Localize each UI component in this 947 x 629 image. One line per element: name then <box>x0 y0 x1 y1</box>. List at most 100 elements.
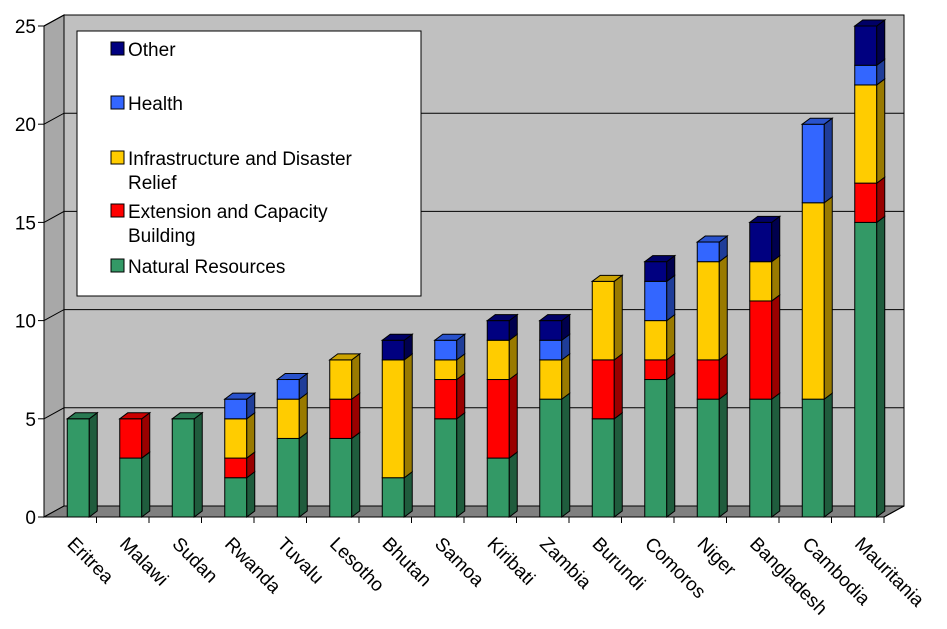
x-tick-label-zambia: Zambia <box>535 534 595 594</box>
bar-top-samoa <box>433 333 467 341</box>
bar-top-cambodia <box>800 117 834 125</box>
legend-swatch <box>110 203 125 218</box>
y-tick-label: 5 <box>25 410 36 431</box>
x-tick-label-kiribati: Kiribati <box>483 534 539 590</box>
bar-segment-zambia-health <box>539 333 571 361</box>
bar-top-tuvalu <box>275 373 309 381</box>
bar-segment-niger-extension-and-capacity-building <box>696 352 728 401</box>
y-tick-label: 25 <box>15 17 36 38</box>
gridline <box>43 210 904 223</box>
bar-segment-burundi-infrastructure-and-disaster-relief <box>591 274 623 361</box>
gridlines <box>43 14 904 420</box>
bar-segment-lesotho-infrastructure-and-disaster-relief <box>329 352 361 401</box>
legend-entry-health: Health <box>110 94 183 115</box>
legend-box <box>76 30 422 297</box>
x-tick-label-lesotho: Lesotho <box>325 534 388 597</box>
bar-segment-zambia-natural-resources <box>539 392 571 518</box>
bar-top-kiribati <box>485 314 519 322</box>
bar-top-comoros <box>643 255 677 263</box>
bar-segment-eritrea-natural-resources <box>66 411 98 518</box>
legend-label: Natural Resources <box>128 257 285 278</box>
bar-segment-rwanda-infrastructure-and-disaster-relief <box>224 411 256 460</box>
bar-segment-rwanda-extension-and-capacity-building <box>224 451 256 479</box>
bar-segment-mauritania-natural-resources <box>854 215 886 518</box>
bar-burundi <box>590 274 624 518</box>
bar-segment-mauritania-infrastructure-and-disaster-relief <box>854 77 886 185</box>
legend-entry-extension-and-capacity-building: Extension and Capacity Building <box>110 202 328 247</box>
legend-label: Health <box>128 94 183 115</box>
bar-segment-kiribati-extension-and-capacity-building <box>486 372 518 460</box>
legend-swatch <box>110 258 125 273</box>
bar-segment-cambodia-natural-resources <box>801 392 833 518</box>
floor-edge-line <box>883 505 905 518</box>
bar-segment-rwanda-natural-resources <box>224 470 256 518</box>
bar-niger <box>695 235 729 518</box>
x-tick-label-sudan: Sudan <box>168 534 222 588</box>
bar-top-sudan <box>170 412 204 420</box>
bar-bhutan <box>380 333 414 518</box>
bar-kiribati <box>485 313 519 518</box>
bar-segment-mauritania-extension-and-capacity-building <box>854 176 886 224</box>
y-tick-label: 20 <box>15 115 36 136</box>
gridline <box>43 14 904 27</box>
bar-segment-cambodia-infrastructure-and-disaster-relief <box>801 195 833 401</box>
bar-segment-bangladesh-other <box>749 215 781 263</box>
legend-label: Other <box>128 40 176 61</box>
bar-segment-niger-health <box>696 235 728 263</box>
bar-segment-bangladesh-extension-and-capacity-building <box>749 293 781 401</box>
legend-swatch <box>110 150 125 165</box>
bar-top-burundi <box>590 274 624 282</box>
y-axis-tick-labels: 0 5 10 15 20 25 <box>15 17 36 529</box>
y-tick-label: 0 <box>25 508 36 529</box>
bar-segment-comoros-infrastructure-and-disaster-relief <box>644 313 676 361</box>
bar-segment-bhutan-natural-resources <box>381 470 413 518</box>
gridline <box>43 407 904 420</box>
bar-top-zambia <box>538 314 572 322</box>
bar-segment-malawi-natural-resources <box>119 451 151 518</box>
x-tick-label-malawi: Malawi <box>115 534 172 591</box>
bar-cambodia <box>800 117 834 518</box>
bar-segment-mauritania-other <box>854 19 886 67</box>
bar-top-malawi <box>118 412 152 420</box>
x-tick-label-rwanda: Rwanda <box>220 534 284 598</box>
bar-segment-niger-infrastructure-and-disaster-relief <box>696 254 728 361</box>
bar-malawi <box>118 411 152 518</box>
bar-top-mauritania <box>853 19 887 27</box>
bar-segment-cambodia-health <box>801 117 833 204</box>
bar-segment-lesotho-natural-resources <box>329 431 361 518</box>
bar-segment-bhutan-other <box>381 333 413 361</box>
bar-sudan <box>170 411 204 518</box>
bar-segment-bangladesh-natural-resources <box>749 392 781 518</box>
bar-eritrea <box>65 411 99 518</box>
bar-segment-comoros-natural-resources <box>644 372 676 518</box>
bar-mauritania <box>853 19 887 518</box>
bar-segment-kiribati-infrastructure-and-disaster-relief <box>486 333 518 381</box>
bar-top-bangladesh <box>748 215 782 223</box>
bar-tuvalu <box>275 372 309 518</box>
bar-top-niger <box>695 235 729 243</box>
legend-label: Extension and Capacity Building <box>128 202 328 247</box>
y-tick-label: 15 <box>15 213 36 234</box>
bar-segment-bangladesh-infrastructure-and-disaster-relief <box>749 254 781 302</box>
x-axis-category-labels: EritreaMalawiSudanRwandaTuvaluLesothoBhu… <box>63 534 928 620</box>
bar-segment-samoa-natural-resources <box>434 411 466 518</box>
bar-segment-tuvalu-infrastructure-and-disaster-relief <box>276 392 308 440</box>
gridline <box>43 112 904 125</box>
bar-segment-comoros-other <box>644 254 676 283</box>
legend-swatch <box>110 95 125 110</box>
bar-segment-comoros-health <box>644 274 676 322</box>
bar-segment-malawi-extension-and-capacity-building <box>119 411 151 460</box>
bar-top-bhutan <box>380 333 414 341</box>
x-tick-label-eritrea: Eritrea <box>63 534 118 589</box>
bar-top-lesotho <box>328 353 362 361</box>
bar-segment-bhutan-infrastructure-and-disaster-relief <box>381 352 413 479</box>
x-tick-label-burundi: Burundi <box>588 534 649 595</box>
legend-entry-infrastructure-and-disaster-relief: Infrastructure and Disaster Relief <box>110 149 353 194</box>
bar-segment-zambia-infrastructure-and-disaster-relief <box>539 352 571 401</box>
bar-rwanda <box>223 392 257 518</box>
bars <box>65 19 887 518</box>
bar-top-rwanda <box>223 392 257 400</box>
y-tick-label: 10 <box>15 312 36 333</box>
legend: Other Health Infrastructure and Disaster Re… <box>76 30 422 297</box>
